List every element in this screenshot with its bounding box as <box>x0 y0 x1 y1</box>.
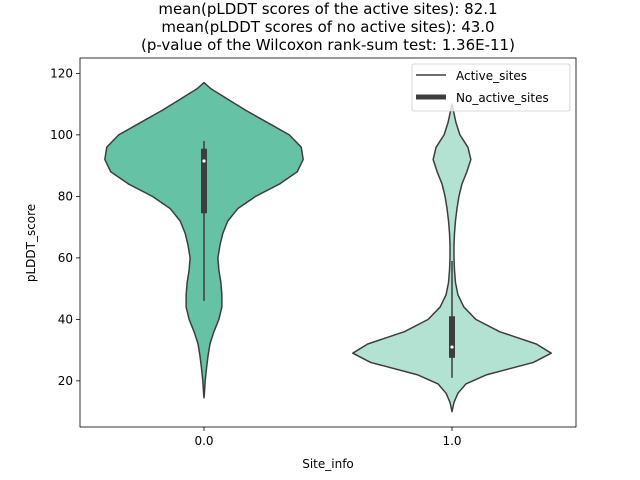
y-tick-label-80: 80 <box>58 189 73 203</box>
y-tick-label-120: 120 <box>50 66 73 80</box>
y-tick-label-100: 100 <box>50 128 73 142</box>
y-axis-label: pLDDT_score <box>24 204 38 282</box>
violin-1.0 <box>352 103 552 413</box>
x-axis: 0.0 1.0 <box>194 427 462 448</box>
y-tick-label-40: 40 <box>58 312 73 326</box>
title-line-2: mean(pLDDT scores of no active sites): 4… <box>161 18 494 36</box>
iqr-box-1.0 <box>449 316 455 358</box>
box-layer <box>201 141 455 378</box>
plot-frame <box>79 57 577 428</box>
median-point-0.0 <box>202 159 206 163</box>
legend-frame <box>411 63 571 112</box>
title-line-1: mean(pLDDT scores of the active sites): … <box>158 0 497 18</box>
legend-label-active-sites: Active_sites <box>456 69 527 83</box>
legend: Active_sites No_active_sites <box>411 63 571 112</box>
y-tick-label-20: 20 <box>58 374 73 388</box>
iqr-box-0.0 <box>201 148 207 214</box>
chart-title: mean(pLDDT scores of the active sites): … <box>141 0 515 54</box>
violin-layer <box>104 81 552 413</box>
legend-label-no-active-sites: No_active_sites <box>456 91 549 105</box>
title-line-3: (p-value of the Wilcoxon rank-sum test: … <box>141 36 515 54</box>
median-point-1.0 <box>450 345 454 349</box>
x-axis-label: Site_info <box>302 457 354 471</box>
x-tick-label-0.0: 0.0 <box>194 434 213 448</box>
x-tick-label-1.0: 1.0 <box>442 434 461 448</box>
y-tick-label-60: 60 <box>58 251 73 265</box>
y-axis: 20 40 60 80 100 120 <box>50 66 80 388</box>
